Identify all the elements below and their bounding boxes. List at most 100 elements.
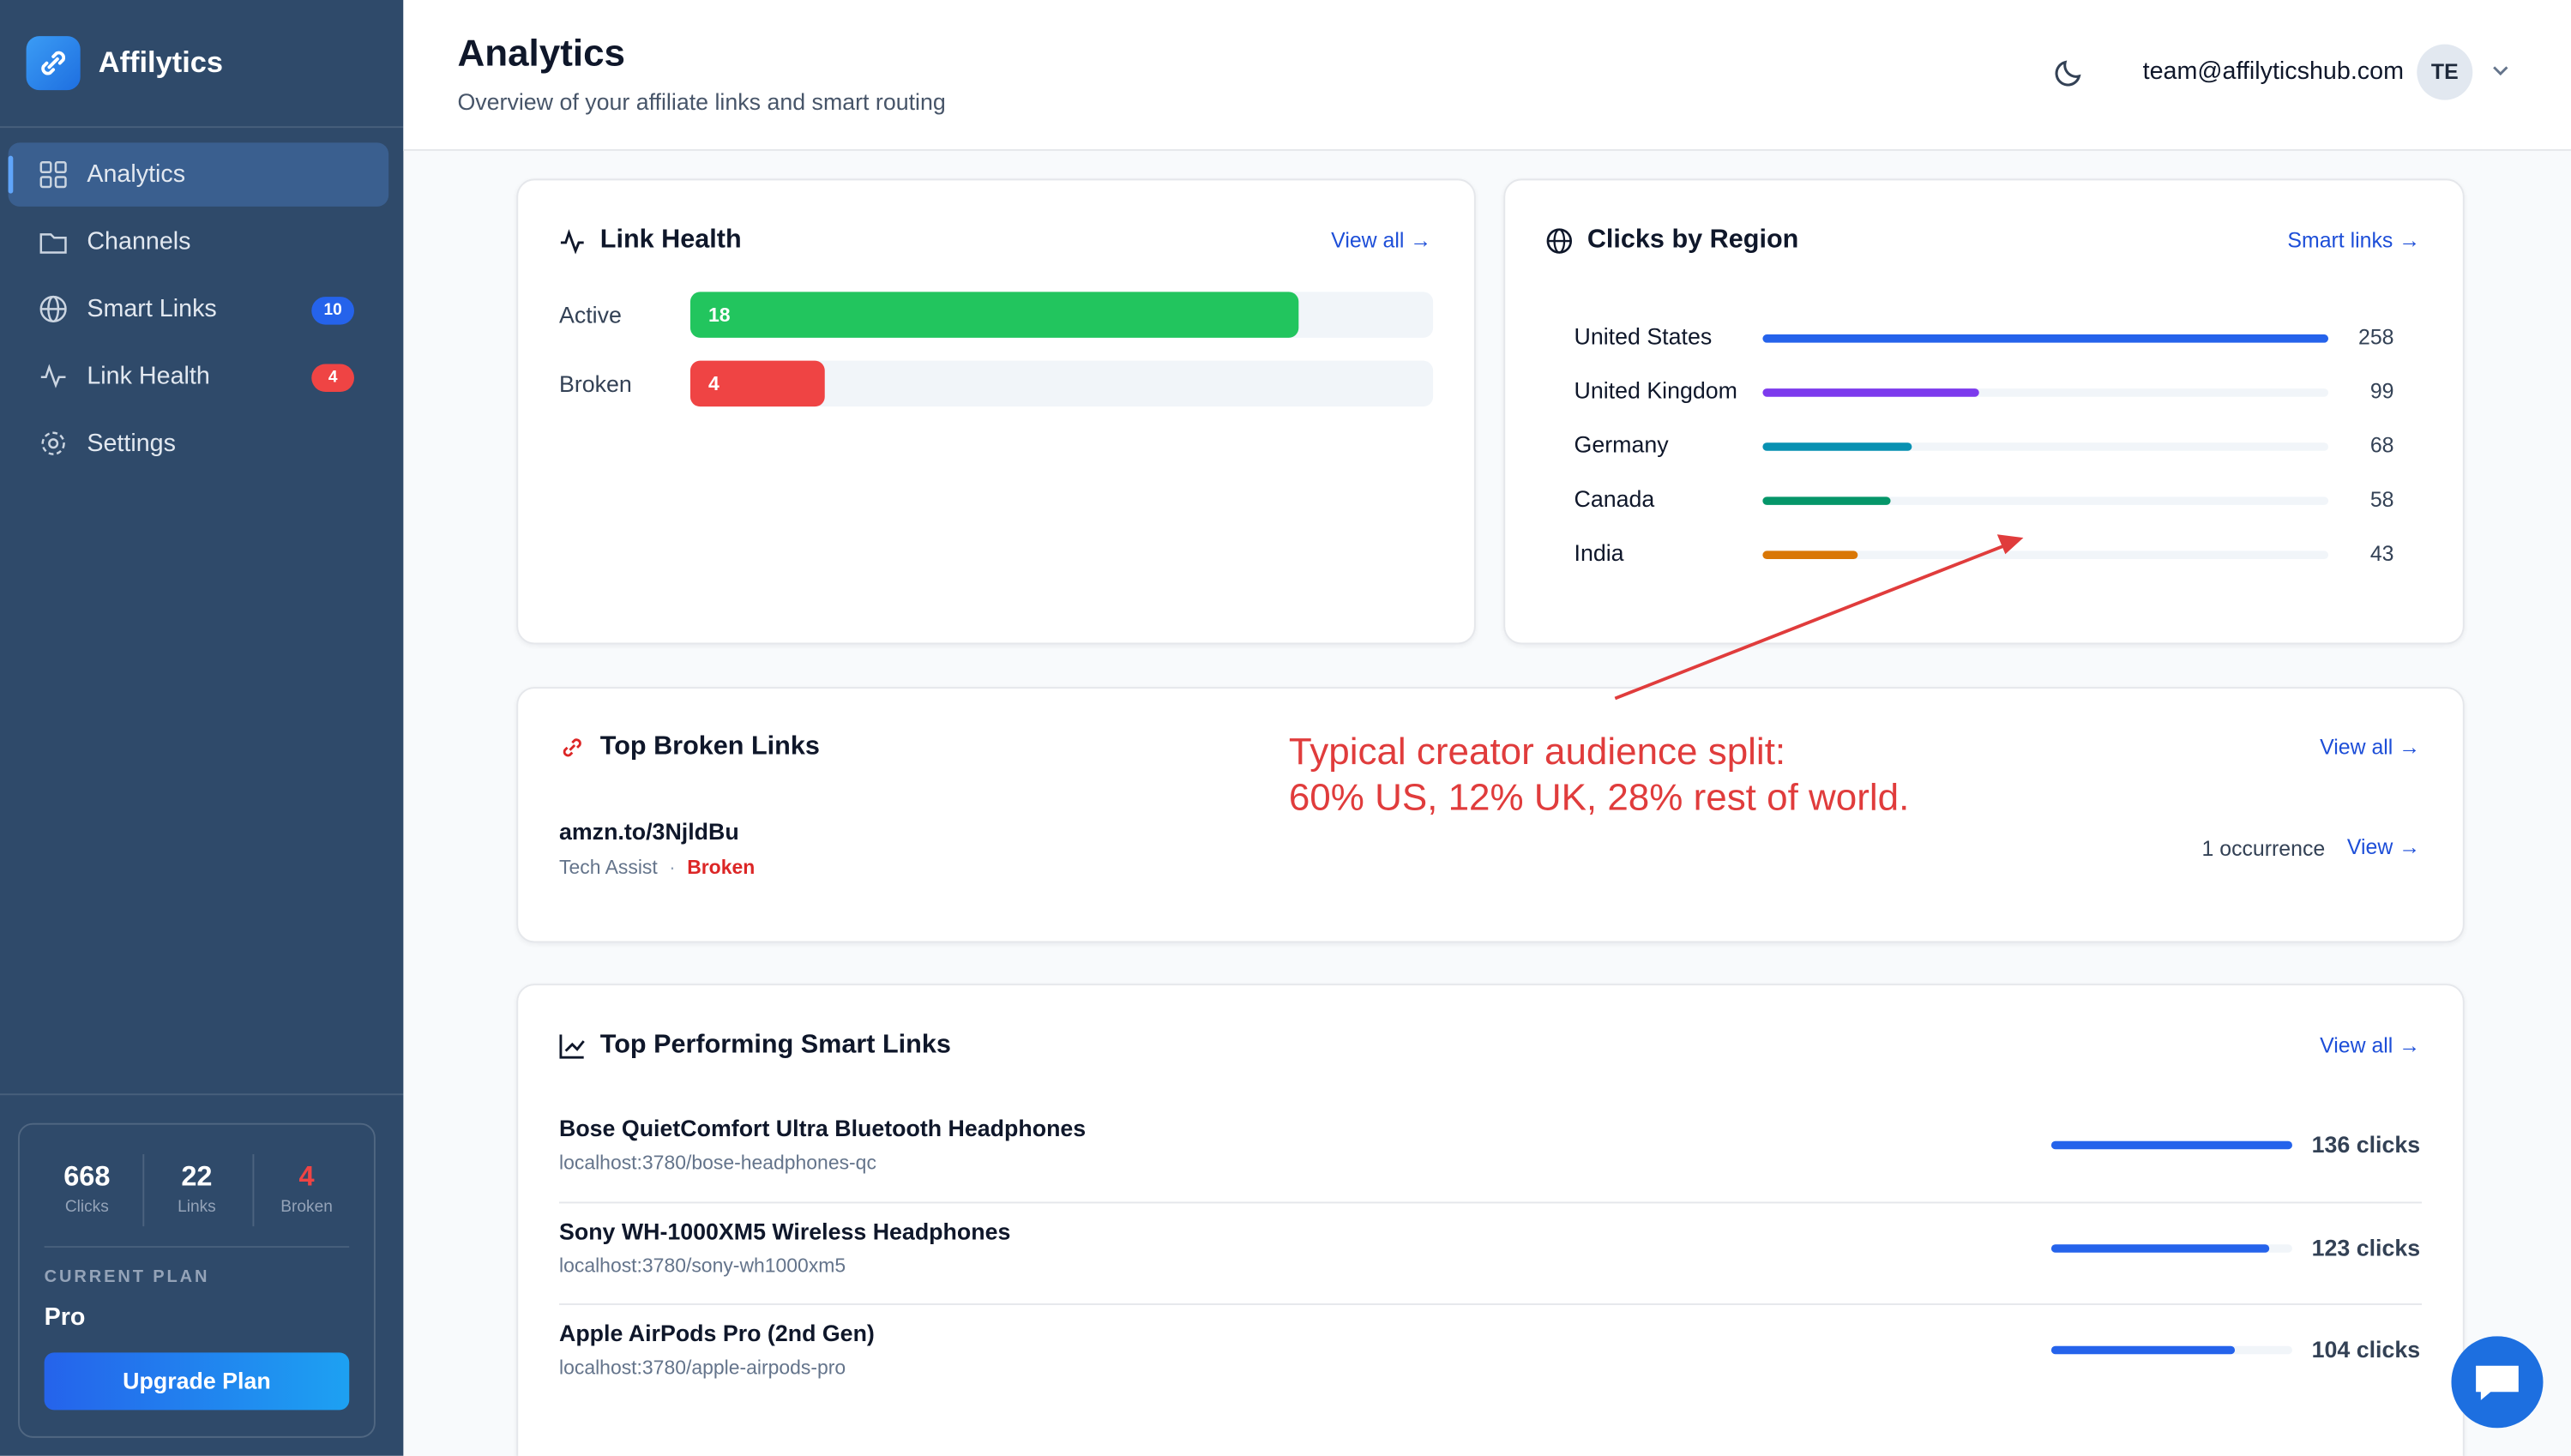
upgrade-button[interactable]: Upgrade Plan	[44, 1352, 350, 1411]
link-name[interactable]: Bose QuietComfort Ultra Bluetooth Headph…	[558, 1115, 1087, 1141]
annotation-line: Typical creator audience split:	[1288, 729, 1786, 773]
nav-item[interactable]: Analytics	[8, 142, 389, 207]
icon	[1546, 228, 1573, 254]
bar	[2050, 1243, 2270, 1252]
bar-track	[1762, 496, 2329, 505]
nav-label: Analytics	[87, 160, 186, 189]
link-name[interactable]: Apple AirPods Pro (2nd Gen)	[558, 1320, 875, 1346]
nav-item[interactable]: Smart Links 10	[9, 277, 389, 341]
smart-links-link[interactable]: Smart links →	[2287, 227, 2421, 253]
stat-value: 668	[63, 1160, 111, 1193]
status: Broken	[658, 856, 755, 879]
channel: Tech Assist	[558, 856, 658, 879]
bar: 18	[689, 292, 1298, 338]
divider	[44, 1246, 350, 1248]
stat: 22 Links	[141, 1161, 252, 1217]
broken-url[interactable]: amzn.to/3NjldBu	[558, 818, 739, 845]
bar	[1762, 442, 1912, 451]
broken-meta: Tech AssistBroken	[559, 856, 755, 879]
region-label: United Kingdom	[1574, 376, 1738, 404]
bar-track	[1762, 442, 2329, 451]
row-label: Broken	[558, 370, 632, 397]
view-all-link[interactable]: View all →	[2320, 734, 2421, 760]
view-all-link[interactable]: View all →	[2320, 1032, 2421, 1058]
nav-badge: 4	[311, 364, 354, 392]
stats-box: CURRENT PLAN Pro Upgrade Plan 668 Clicks 2…	[18, 1122, 376, 1438]
user-email[interactable]: team@affilyticshub.com	[2142, 57, 2404, 86]
icon	[560, 229, 584, 255]
bar-track	[1762, 551, 2329, 559]
row-label: Active	[558, 301, 622, 328]
nav-label: Link Health	[87, 362, 210, 391]
bar	[2050, 1345, 2236, 1355]
nav-icon	[41, 431, 65, 455]
click-count: 136 clicks	[2311, 1131, 2421, 1158]
nav-label: Smart Links	[87, 295, 217, 323]
nav-item[interactable]: Settings	[9, 412, 389, 476]
broken-links-card: Top Broken Links View all → amzn.to/3Njl…	[516, 687, 2465, 943]
region-value: 99	[2369, 378, 2394, 404]
stat: 4 Broken	[251, 1161, 363, 1217]
divider	[558, 1200, 2423, 1203]
link-url: localhost:3780/apple-airpods-pro	[558, 1356, 846, 1379]
bar	[1762, 496, 1890, 505]
nav-icon	[39, 161, 67, 189]
sidebar: Affilytics CURRENT PLAN Pro Upgrade Plan…	[0, 0, 404, 1456]
avatar[interactable]: TE	[2417, 44, 2473, 100]
region-label: Canada	[1574, 484, 1655, 512]
stat-label: Clicks	[64, 1198, 109, 1217]
chat-button[interactable]	[2451, 1336, 2544, 1429]
divider	[142, 1154, 145, 1227]
nav-label: Channels	[87, 227, 191, 256]
card-title: Clicks by Region	[1587, 226, 1799, 255]
divider	[0, 1093, 404, 1096]
card-title: Top Performing Smart Links	[599, 1031, 951, 1060]
stat-label: Broken	[280, 1198, 333, 1217]
annotation-line: 60% US, 12% UK, 28% rest of world.	[1288, 775, 1910, 819]
card-title: Top Broken Links	[599, 732, 820, 761]
top-links-card: Top Performing Smart Links View all → Bo…	[516, 984, 2465, 1456]
nav-icon	[39, 295, 67, 322]
view-all-link[interactable]: View all →	[1331, 227, 1432, 253]
plan-label: CURRENT PLAN	[44, 1266, 210, 1287]
page-title: Analytics	[457, 31, 625, 75]
click-count: 104 clicks	[2311, 1336, 2421, 1363]
bar	[1762, 334, 2329, 343]
dropdown-chevron[interactable]	[2492, 65, 2508, 78]
bar	[1762, 388, 1980, 397]
stat-value: 22	[181, 1160, 213, 1193]
nav-item[interactable]: Link Health 4	[9, 345, 389, 409]
link-url: localhost:3780/bose-headphones-qc	[558, 1151, 876, 1174]
region-label: United States	[1574, 322, 1713, 350]
region-value: 68	[2369, 432, 2394, 458]
region-label: Germany	[1574, 430, 1669, 458]
nav-badge: 10	[311, 297, 354, 325]
stat: 668 Clicks	[31, 1161, 142, 1217]
nav-icon	[39, 233, 67, 254]
icon	[559, 1034, 585, 1059]
logo[interactable]	[26, 36, 81, 91]
bar-track: 4	[689, 360, 1434, 407]
stat-value: 4	[298, 1160, 315, 1193]
divider	[252, 1154, 255, 1227]
nav-icon	[40, 364, 66, 388]
region-value: 43	[2369, 540, 2394, 566]
stat-label: Links	[178, 1198, 216, 1217]
link-health-card: Link Health View all → Active 18 Broken 4	[516, 178, 1476, 645]
view-link[interactable]: View →	[2346, 834, 2421, 859]
link-url: localhost:3780/sony-wh1000xm5	[558, 1253, 846, 1277]
plan-name: Pro	[44, 1303, 86, 1332]
click-count: 123 clicks	[2311, 1233, 2421, 1260]
card-title: Link Health	[599, 226, 742, 255]
icon	[563, 738, 581, 757]
region-label: India	[1574, 539, 1624, 566]
theme-toggle[interactable]	[2053, 56, 2086, 88]
nav-item[interactable]: Channels	[9, 210, 389, 274]
bar-track: 18	[689, 292, 1434, 338]
nav-label: Settings	[87, 429, 176, 458]
annotation: Typical creator audience split: 60% US, …	[1289, 728, 1909, 820]
link-name[interactable]: Sony WH-1000XM5 Wireless Headphones	[558, 1217, 1011, 1244]
header: Analytics Overview of your affiliate lin…	[403, 0, 2571, 151]
